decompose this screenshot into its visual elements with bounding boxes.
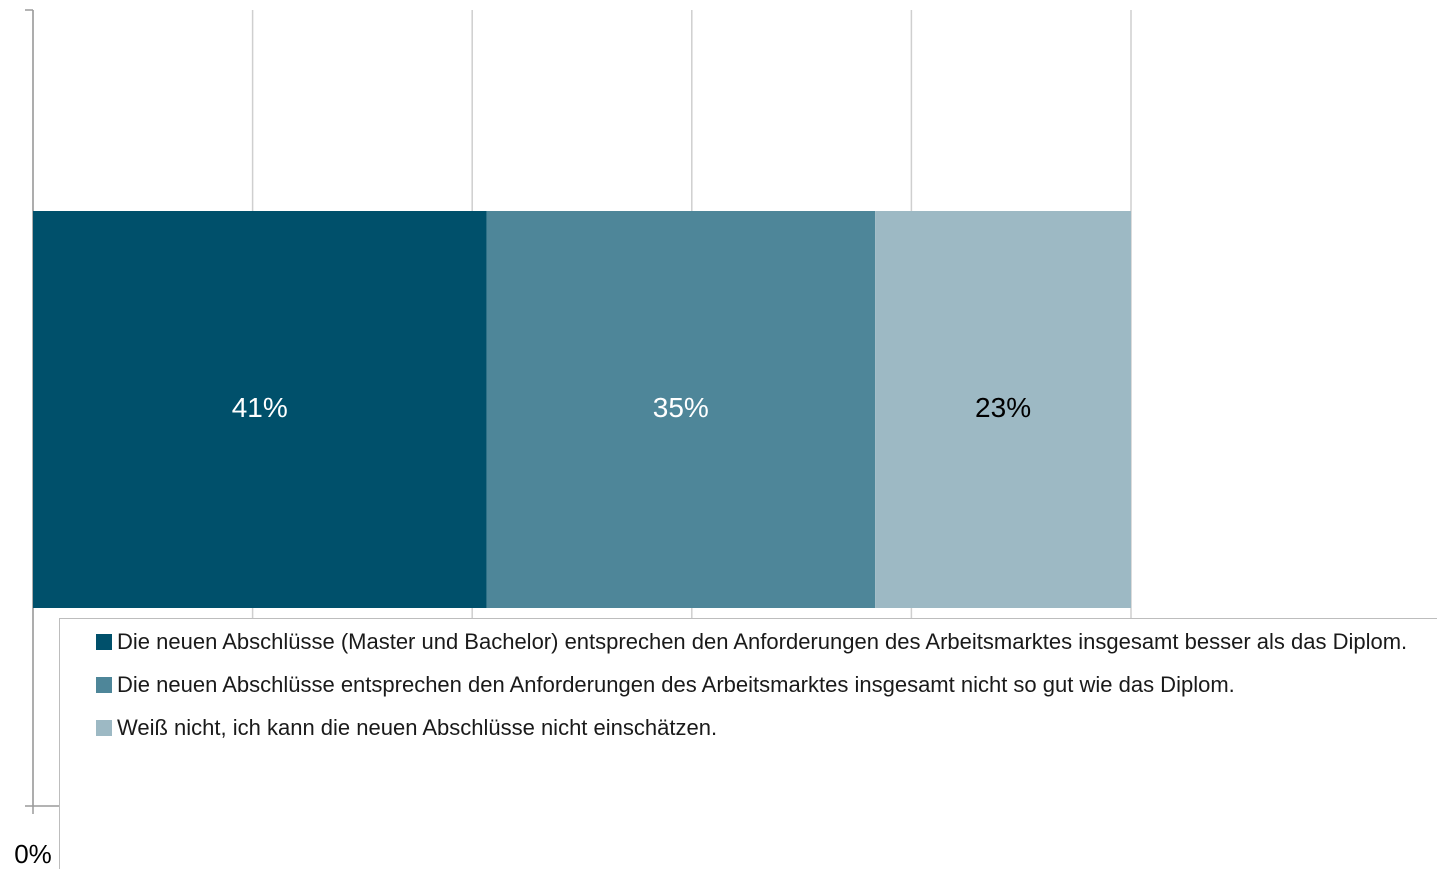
data-label: 35% [653, 392, 709, 423]
data-label: 41% [232, 392, 288, 423]
legend-entry: Weiß nicht, ich kann die neuen Abschlüss… [96, 711, 1437, 745]
legend-label: Die neuen Abschlüsse (Master und Bachelo… [117, 629, 1408, 654]
x-tick-label: 0% [14, 839, 52, 869]
legend-entry: Die neuen Abschlüsse entsprechen den Anf… [96, 668, 1437, 702]
bar-segment [33, 211, 487, 608]
bar-segment [875, 211, 1131, 608]
legend-entry: Die neuen Abschlüsse (Master und Bachelo… [96, 625, 1437, 659]
legend-label: Weiß nicht, ich kann die neuen Abschlüss… [117, 715, 718, 740]
data-label: 23% [975, 392, 1031, 423]
bar-segment [486, 211, 876, 608]
legend-label: Die neuen Abschlüsse entsprechen den Anf… [117, 672, 1235, 697]
legend-swatch [96, 677, 112, 693]
legend-swatch [96, 634, 112, 650]
legend: Die neuen Abschlüsse (Master und Bachelo… [59, 618, 1437, 869]
legend-swatch [96, 720, 112, 736]
